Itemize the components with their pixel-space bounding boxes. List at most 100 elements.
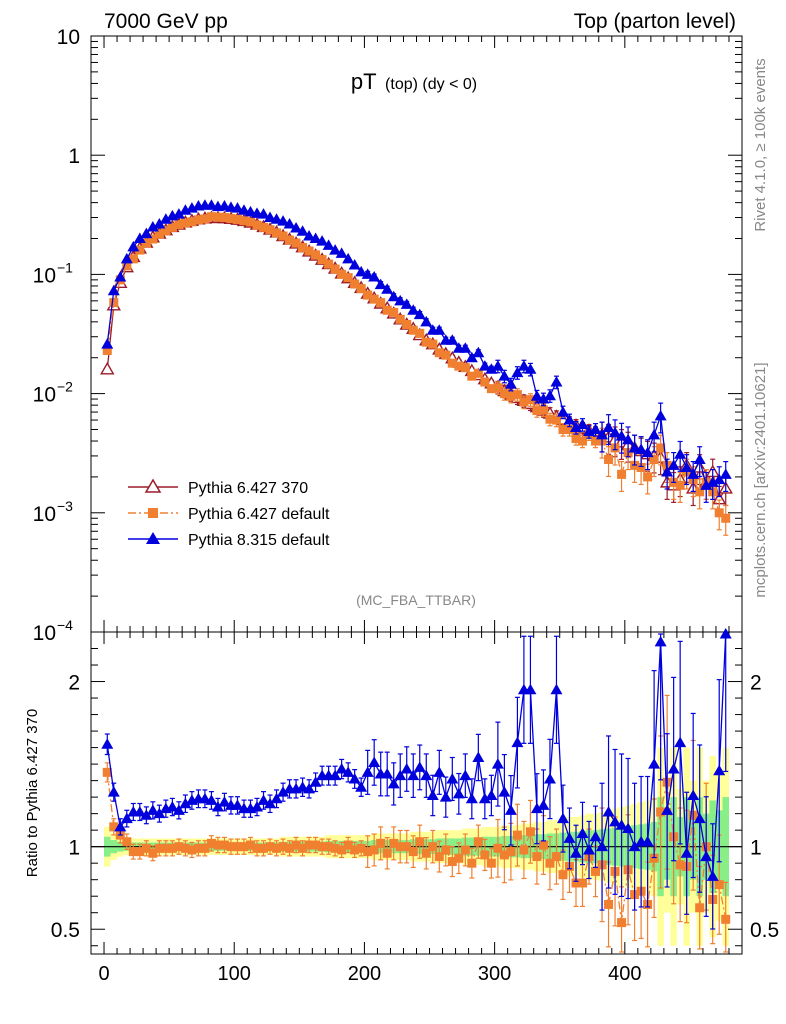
ratio-data-point (303, 782, 316, 794)
main-data-point (219, 213, 229, 223)
main-data-point (719, 468, 732, 479)
main-data-point (368, 271, 381, 282)
ratio-data-point (512, 830, 522, 840)
ratio-data-point (407, 769, 420, 781)
ratio-data-point (329, 769, 342, 781)
ratio-data-point (114, 820, 127, 832)
y-tick-label-exponent: −3 (57, 498, 73, 514)
ratio-data-point (511, 736, 524, 748)
legend-label-pythia8-default: Pythia 8.315 default (188, 532, 330, 549)
main-data-point (270, 213, 283, 224)
main-data-point (617, 469, 627, 479)
main-data-point (100, 361, 115, 375)
main-data-point (407, 304, 420, 315)
ratio-y-axis-label: Ratio to Pythia 6.427 370 (24, 709, 41, 877)
main-data-point (564, 424, 574, 434)
main-data-point (543, 389, 556, 401)
main-data-point (493, 383, 503, 393)
ratio-data-point (583, 843, 596, 855)
ratio-data-point (532, 852, 542, 862)
main-data-point (532, 406, 542, 416)
main-data-point (441, 350, 451, 360)
main-data-point (465, 351, 478, 363)
main-data-point (706, 476, 719, 487)
ratio-data-point (550, 683, 563, 695)
main-data-point (161, 226, 171, 236)
ratio-data-point (687, 789, 700, 800)
main-data-point (316, 235, 329, 246)
main-data-point (721, 513, 731, 523)
ratio-data-point (291, 840, 301, 850)
main-data-point (537, 393, 550, 404)
main-data-point (459, 342, 472, 353)
main-data-point (643, 472, 653, 482)
rivet-version-label: Rivet 4.1.0, ≥ 100k events (752, 58, 769, 231)
ratio-data-point (473, 837, 483, 847)
main-data-point (602, 421, 615, 432)
ratio-data-point (285, 843, 295, 853)
ratio-data-point (648, 758, 661, 769)
ratio-data-point (226, 842, 236, 852)
main-data-point (369, 294, 379, 304)
main-data-point (700, 479, 713, 490)
main-data-point (506, 391, 516, 401)
main-data-point (609, 426, 622, 438)
main-data-point (187, 217, 197, 227)
ratio-data-point (602, 805, 615, 817)
main-data-point (120, 252, 133, 264)
main-data-point (159, 213, 172, 224)
main-data-point (278, 231, 288, 241)
y-tick-label-mantissa: 10 (33, 622, 56, 645)
ratio-data-point (467, 858, 477, 868)
ratio-data-point (569, 847, 582, 858)
main-data-point (264, 211, 277, 223)
ratio-data-point (343, 840, 353, 850)
main-data-point (127, 240, 140, 252)
main-data-point (329, 244, 342, 255)
plot-title: pT (top) (dy < 0) (351, 69, 477, 94)
ratio-data-point (486, 858, 496, 868)
main-data-point (491, 360, 504, 371)
ratio-data-point (498, 786, 511, 797)
main-data-point (460, 363, 470, 373)
ratio-data-point (109, 822, 119, 832)
data-series (100, 199, 733, 953)
main-data-point (330, 264, 340, 274)
header-process: Top (parton level) (574, 10, 736, 33)
main-data-point (604, 454, 614, 464)
ratio-data-point (524, 683, 537, 695)
main-data-point (524, 363, 537, 374)
mcplots-source-label: mcplots.cern.ch [arXiv:2401.10621] (752, 362, 769, 597)
main-data-point (538, 405, 548, 415)
ratio-data-point (420, 769, 433, 781)
main-data-point (499, 389, 509, 399)
main-data-point (324, 259, 334, 269)
ratio-data-point (525, 827, 535, 837)
main-data-point (172, 208, 185, 219)
main-series-2 (101, 199, 732, 503)
ratio-data-point (205, 794, 218, 805)
main-data-point (374, 278, 387, 290)
ratio-data-point (713, 764, 726, 776)
legend-label-pythia6-370: Pythia 6.427 370 (188, 480, 308, 497)
ratio-data-point (493, 843, 503, 853)
x-tick-label: 100 (218, 963, 251, 985)
main-data-point (636, 462, 646, 472)
ratio-data-point (654, 635, 667, 647)
main-data-point (687, 468, 700, 479)
ratio-data-point (179, 797, 192, 809)
main-data-point (114, 271, 127, 282)
main-data-point (408, 325, 418, 335)
main-data-point (635, 443, 648, 454)
main-data-point (661, 465, 674, 477)
main-data-point (525, 395, 535, 405)
main-data-point (296, 225, 309, 236)
main-data-point (193, 215, 203, 225)
ratio-data-point (122, 837, 132, 847)
ratio-data-point (265, 842, 275, 852)
main-data-point (693, 453, 706, 464)
main-data-point (447, 358, 457, 368)
y-tick-label-mantissa: 10 (33, 384, 56, 407)
